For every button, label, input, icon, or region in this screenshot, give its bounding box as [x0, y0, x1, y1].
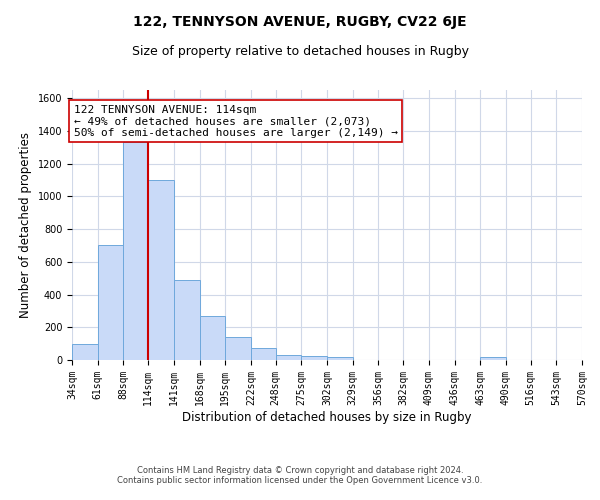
- Bar: [480, 356, 506, 360]
- Text: Size of property relative to detached houses in Rugby: Size of property relative to detached ho…: [131, 45, 469, 58]
- Bar: [251, 348, 275, 360]
- Y-axis label: Number of detached properties: Number of detached properties: [19, 132, 32, 318]
- Bar: [72, 344, 98, 360]
- Bar: [174, 280, 199, 360]
- Bar: [225, 337, 251, 360]
- X-axis label: Distribution of detached houses by size in Rugby: Distribution of detached houses by size …: [182, 410, 472, 424]
- Bar: [148, 180, 174, 360]
- Bar: [98, 246, 124, 360]
- Text: 122 TENNYSON AVENUE: 114sqm
← 49% of detached houses are smaller (2,073)
50% of : 122 TENNYSON AVENUE: 114sqm ← 49% of det…: [74, 104, 398, 138]
- Bar: [327, 356, 353, 360]
- Bar: [301, 356, 327, 360]
- Bar: [275, 355, 301, 360]
- Bar: [199, 316, 225, 360]
- Text: 122, TENNYSON AVENUE, RUGBY, CV22 6JE: 122, TENNYSON AVENUE, RUGBY, CV22 6JE: [133, 15, 467, 29]
- Bar: [124, 142, 148, 360]
- Text: Contains HM Land Registry data © Crown copyright and database right 2024.
Contai: Contains HM Land Registry data © Crown c…: [118, 466, 482, 485]
